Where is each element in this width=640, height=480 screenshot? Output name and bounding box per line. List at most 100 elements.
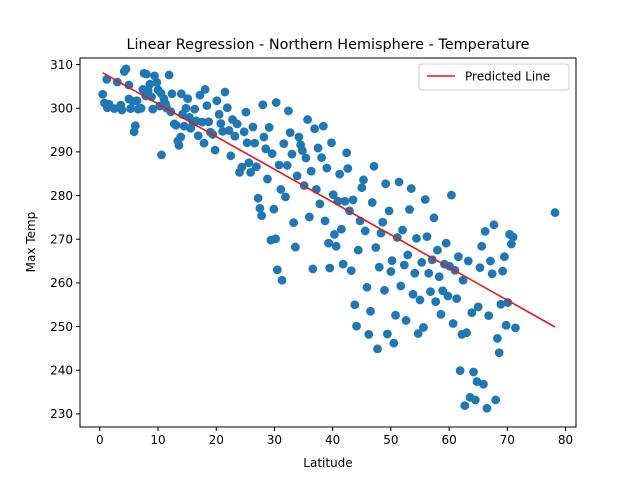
scatter-point: [152, 78, 162, 87]
scatter-point: [360, 226, 370, 236]
scatter-point: [420, 195, 430, 204]
legend-label: Predicted Line: [465, 70, 550, 84]
scatter-point: [216, 119, 226, 128]
x-tick-label: 50: [383, 433, 398, 447]
scatter-point: [239, 127, 249, 137]
scatter-point: [248, 122, 258, 132]
scatter-point: [315, 199, 325, 209]
scatter-point: [171, 120, 181, 130]
scatter-point: [493, 333, 502, 343]
scatter-point: [325, 263, 335, 273]
scatter-point: [424, 268, 434, 278]
scatter-point: [346, 266, 356, 276]
scatter-point: [226, 151, 236, 161]
scatter-point: [136, 103, 146, 113]
scatter-point: [271, 98, 281, 107]
scatter-point: [257, 211, 267, 221]
scatter-point: [289, 218, 299, 228]
y-tick-label: 300: [50, 102, 73, 116]
scatter-point: [222, 103, 232, 113]
x-axis-label: Latitude: [303, 456, 352, 470]
regression-line-group: [102, 72, 556, 328]
scatter-point: [506, 239, 516, 249]
scatter-point: [310, 124, 320, 134]
scatter-point: [274, 160, 284, 170]
scatter-point: [494, 348, 504, 358]
x-tick-label: 10: [150, 433, 165, 447]
scatter-point: [224, 126, 234, 135]
scatter-point: [292, 171, 302, 181]
y-tick-label: 270: [50, 233, 73, 247]
scatter-point: [277, 275, 287, 285]
scatter-point: [369, 161, 379, 171]
scatter-point: [331, 241, 341, 251]
scatter-point: [469, 367, 478, 377]
y-tick-label: 240: [50, 364, 73, 378]
scatter-point: [328, 190, 338, 200]
scatter-point: [176, 132, 186, 142]
scatter-point: [210, 145, 220, 155]
scatter-point: [487, 269, 497, 279]
scatter-point: [489, 220, 499, 230]
scatter-point: [294, 132, 304, 142]
scatter-point: [462, 328, 471, 338]
scatter-point: [417, 257, 427, 267]
chart-title: Linear Regression - Northern Hemisphere …: [126, 37, 529, 53]
scatter-point: [353, 245, 363, 255]
scatter-point: [348, 195, 358, 205]
scatter-point: [303, 115, 313, 124]
scatter-point: [242, 138, 252, 148]
scatter-point: [132, 96, 142, 106]
scatter-point: [403, 250, 413, 260]
scatter-point: [396, 281, 406, 291]
scatter-point: [244, 158, 254, 168]
scatter-point: [195, 90, 205, 100]
scatter-point: [340, 196, 350, 206]
scatter-point: [382, 329, 392, 339]
scatter-point: [258, 100, 268, 110]
scatter-point: [486, 256, 495, 266]
scatter-point: [279, 139, 289, 148]
scatter-point: [470, 395, 480, 405]
scatter-point: [157, 150, 166, 160]
predicted-line: [102, 72, 556, 328]
scatter-point: [324, 238, 333, 248]
scatter-point: [350, 300, 360, 310]
scatter-point: [255, 203, 265, 213]
y-axis-ticks: 230 240 250 260 270 280 290 300 310: [50, 58, 80, 421]
scatter-point: [335, 169, 345, 179]
scatter-point: [452, 294, 462, 304]
scatter-point: [271, 234, 281, 244]
scatter-point: [482, 403, 492, 413]
scatter-point: [479, 379, 488, 389]
y-tick-label: 260: [50, 276, 73, 290]
scatter-point: [281, 192, 290, 202]
scatter-point: [167, 89, 177, 99]
scatter-point: [301, 153, 311, 163]
scatter-point: [251, 162, 261, 172]
scatter-point: [401, 316, 411, 325]
scatter-point: [511, 323, 520, 333]
scatter-point: [285, 128, 295, 138]
x-tick-label: 60: [441, 433, 456, 447]
scatter-point: [391, 310, 400, 320]
scatter-point: [190, 104, 200, 114]
scatter-point: [330, 230, 339, 239]
scatter-point: [352, 321, 361, 331]
scatter-point: [447, 190, 456, 200]
scatter-point: [441, 238, 451, 248]
scatter-point: [176, 89, 186, 99]
scatter-point: [475, 263, 485, 273]
scatter-point: [380, 285, 389, 295]
scatter-point: [230, 131, 240, 141]
scatter-point: [338, 259, 348, 269]
scatter-point: [429, 213, 439, 223]
scatter-point: [318, 121, 328, 131]
scatter-point: [130, 121, 140, 131]
scatter-point: [431, 297, 441, 307]
scatter-point: [317, 153, 326, 162]
scatter-point: [336, 224, 346, 234]
x-tick-label: 40: [325, 433, 340, 447]
y-tick-label: 230: [50, 407, 73, 421]
